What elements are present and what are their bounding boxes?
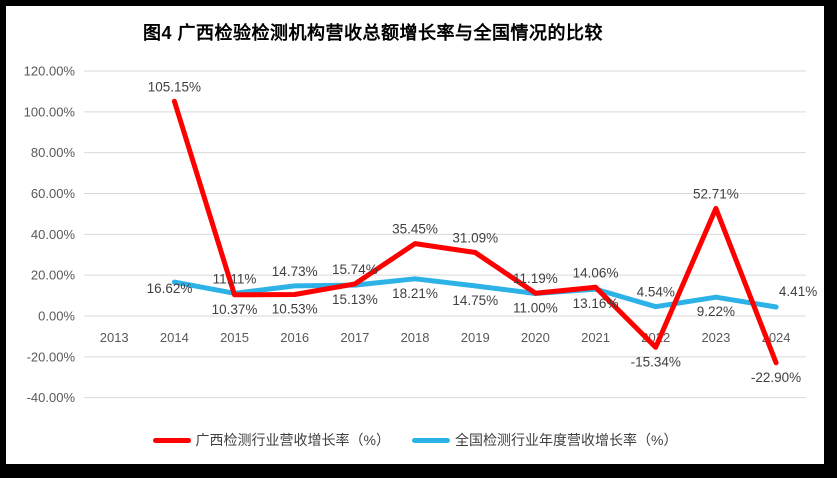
y-axis-tick-label: 100.00% [24, 104, 76, 119]
x-axis-tick-label: 2021 [581, 330, 610, 345]
data-label: 9.22% [697, 304, 735, 319]
y-axis-tick-label: -40.00% [27, 390, 76, 405]
x-axis-tick-label: 2015 [220, 330, 249, 345]
data-label: -15.34% [631, 354, 681, 369]
x-axis-tick-label: 2019 [461, 330, 490, 345]
x-axis-tick-label: 2014 [160, 330, 189, 345]
data-label: 10.53% [272, 302, 318, 317]
data-label: 15.74% [332, 262, 378, 277]
x-axis-tick-label: 2017 [340, 330, 369, 345]
y-axis-tick-label: 60.00% [31, 186, 76, 201]
data-label: 14.06% [573, 265, 619, 280]
y-axis-tick-label: 0.00% [38, 309, 75, 324]
x-axis-tick-label: 2018 [401, 330, 430, 345]
x-axis-tick-label: 2013 [100, 330, 129, 345]
legend-label-national: 全国检测行业年度营收增长率（%） [455, 432, 678, 448]
data-label: 13.16% [573, 296, 619, 311]
legend-item-guangxi: 广西检测行业营收增长率（%） [152, 430, 390, 450]
y-axis-tick-label: 120.00% [24, 64, 76, 79]
chart-legend: 广西检测行业营收增长率（%） 全国检测行业年度营收增长率（%） [6, 430, 824, 450]
y-axis-tick-label: -20.00% [27, 349, 76, 364]
data-label: 10.37% [212, 302, 258, 317]
y-axis-tick-label: 40.00% [31, 227, 76, 242]
data-label: 16.62% [147, 281, 193, 296]
x-axis-tick-label: 2016 [280, 330, 309, 345]
chart-surface: 图4 广西检验检测机构营收总额增长率与全国情况的比较 120.00% 100.00… [6, 6, 824, 464]
legend-label-guangxi: 广西检测行业营收增长率（%） [195, 432, 390, 448]
guangxi-line-swatch [152, 437, 191, 443]
line-chart-plot: 120.00% 100.00% 80.00% 60.00% 40.00% 20.00% 0.… [24, 64, 818, 406]
x-axis-tick-label: 2020 [521, 330, 550, 345]
x-axis-tick-label: 2023 [701, 330, 730, 345]
chart-title: 图4 广西检验检测机构营收总额增长率与全国情况的比较 [142, 23, 604, 43]
data-label: 11.11% [213, 271, 257, 286]
data-label: 52.71% [693, 186, 739, 201]
data-label: 35.45% [392, 222, 438, 237]
data-label: 11.00% [513, 301, 558, 316]
data-label: 14.75% [452, 293, 498, 308]
data-label: -22.90% [751, 370, 801, 385]
data-label: 14.73% [272, 264, 318, 279]
data-label: 31.09% [452, 231, 498, 246]
data-label: 4.41% [779, 284, 817, 299]
data-label: 4.54% [637, 285, 675, 300]
data-label: 18.21% [392, 286, 438, 301]
national-line-swatch [412, 437, 450, 443]
data-label: 105.15% [148, 79, 201, 94]
data-label: 11.19% [513, 271, 558, 286]
legend-item-national: 全国检测行业年度营收增长率（%） [412, 430, 677, 450]
data-label: 15.13% [332, 292, 378, 307]
guangxi-revenue-growth-line [171, 98, 779, 366]
y-axis-tick-label: 20.00% [31, 268, 76, 283]
y-axis-tick-label: 80.00% [31, 145, 76, 160]
